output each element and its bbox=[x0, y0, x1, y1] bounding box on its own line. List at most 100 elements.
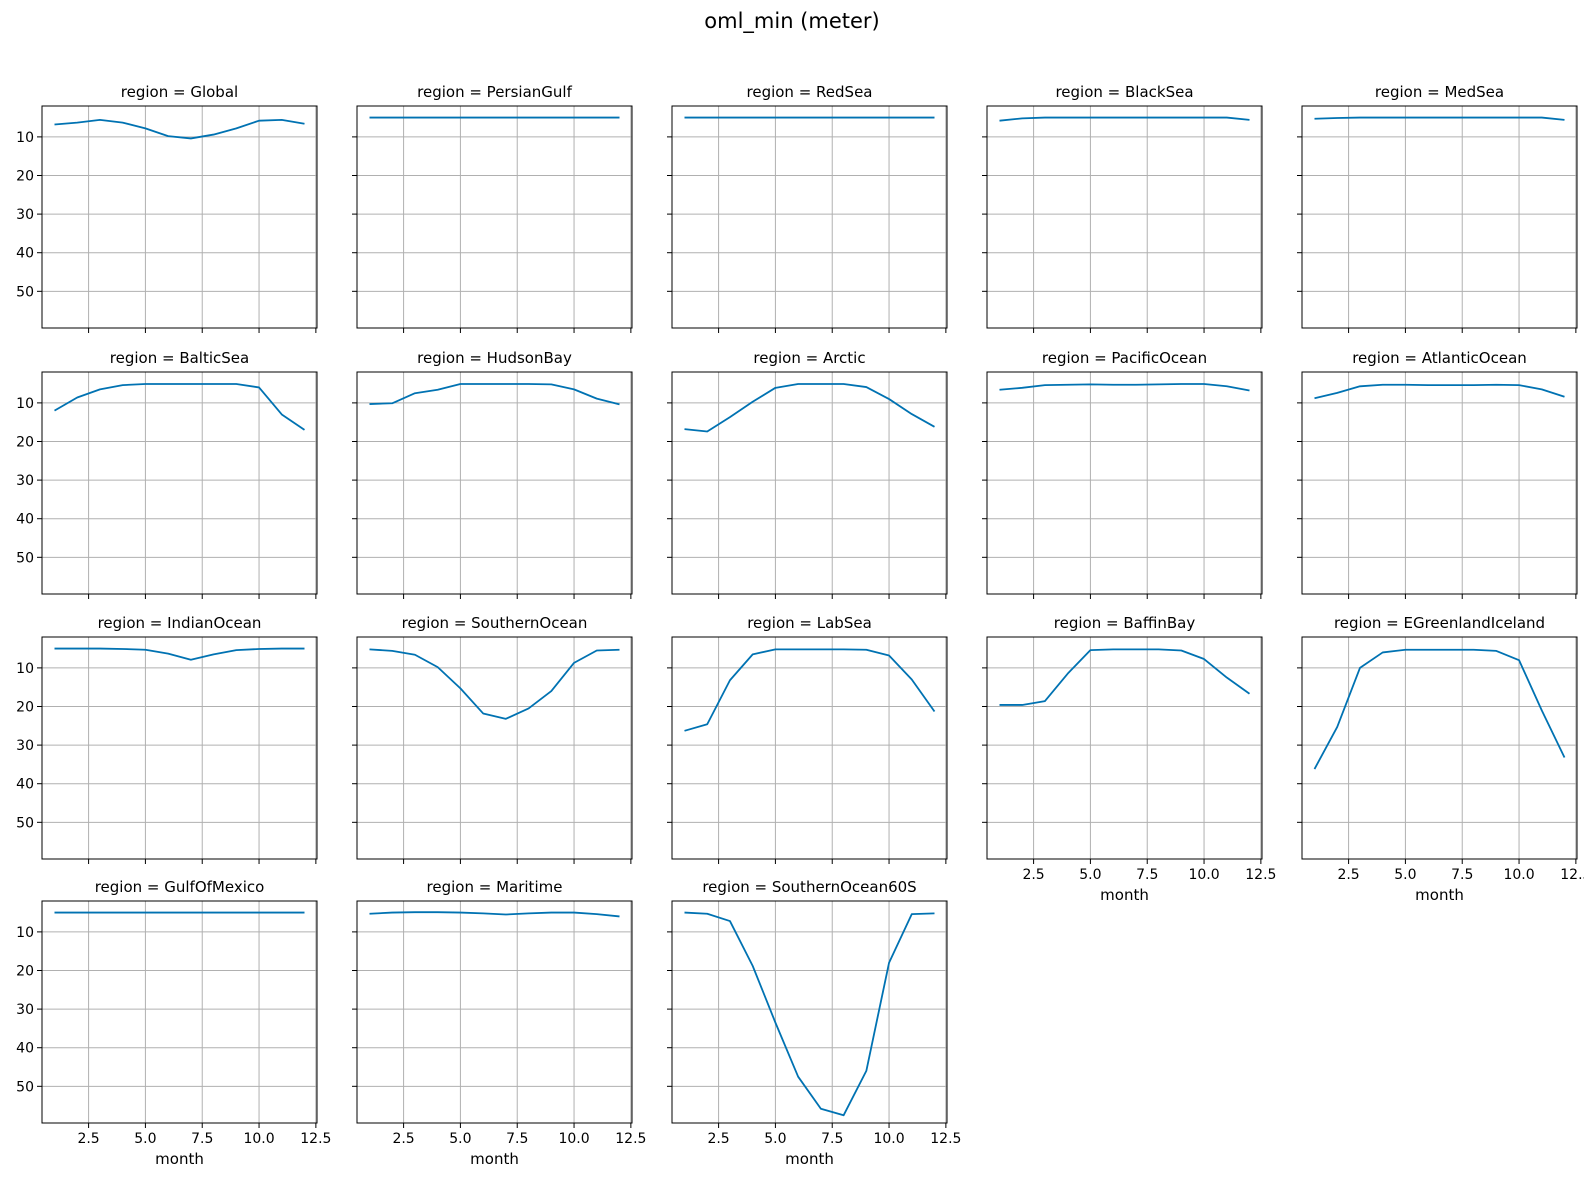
panel-red-sea: region = RedSea bbox=[667, 83, 948, 333]
gridlines bbox=[1302, 637, 1577, 859]
gridlines bbox=[357, 372, 632, 594]
panel-title: region = BalticSea bbox=[110, 349, 249, 367]
panel-lab-sea: region = LabSea bbox=[667, 614, 948, 864]
y-tick-label: 50 bbox=[16, 815, 34, 831]
x-tick-label: 12.5 bbox=[1560, 867, 1584, 883]
panel-gulf-of-mexico: region = GulfOfMexico 10 20 30 40 50 2.5 5.0 7.5… bbox=[16, 878, 331, 1168]
y-tick-label: 10 bbox=[16, 396, 34, 412]
series-line bbox=[684, 383, 935, 433]
x-tick-label: 2.5 bbox=[392, 1131, 414, 1147]
y-tick-label: 30 bbox=[16, 738, 34, 754]
panel-baffin-bay: region = BaffinBay 2.5 5.0 7.5 10.0 12.5 month bbox=[982, 614, 1276, 904]
x-axis-label: month bbox=[1100, 886, 1149, 904]
series-line bbox=[1314, 383, 1565, 400]
panel-title: region = BaffinBay bbox=[1054, 614, 1196, 632]
y-tick-label: 20 bbox=[16, 434, 34, 450]
series-line bbox=[684, 911, 935, 1117]
axes-frame bbox=[356, 105, 633, 329]
gridlines bbox=[42, 901, 317, 1123]
series-line bbox=[369, 648, 620, 720]
series-line bbox=[54, 119, 305, 140]
axes-frame bbox=[671, 900, 948, 1124]
panel-title: region = HudsonBay bbox=[417, 349, 572, 367]
figure-title: oml_min (meter) bbox=[704, 9, 879, 34]
panel-title: region = SouthernOcean60S bbox=[702, 878, 916, 896]
panel-arctic: region = Arctic bbox=[667, 349, 948, 599]
series-line bbox=[54, 383, 306, 431]
axes-frame bbox=[671, 636, 948, 860]
axes-frame bbox=[986, 636, 1263, 860]
panel-persian-gulf: region = PersianGulf bbox=[352, 83, 633, 333]
panel-grid: region = Global 10 20 30 40 50 region = Persia… bbox=[16, 83, 1584, 1168]
x-tick-label: 5.0 bbox=[134, 1131, 156, 1147]
panel-title: region = EGreenlandIceland bbox=[1334, 614, 1545, 632]
gridlines bbox=[987, 106, 1262, 328]
x-tick-label: 12.5 bbox=[930, 1131, 961, 1147]
panel-title: region = PacificOcean bbox=[1042, 349, 1207, 367]
gridlines bbox=[42, 106, 317, 328]
axes-frame bbox=[41, 636, 318, 860]
x-tick-label: 12.5 bbox=[300, 1131, 331, 1147]
axes-frame bbox=[356, 900, 633, 1124]
x-tick-label: 7.5 bbox=[821, 1131, 843, 1147]
y-tick-label: 40 bbox=[16, 1041, 34, 1057]
panel-southern-ocean: region = SouthernOcean bbox=[352, 614, 633, 864]
series-line bbox=[369, 383, 620, 406]
x-tick-label: 7.5 bbox=[1451, 867, 1473, 883]
x-tick-label: 2.5 bbox=[1337, 867, 1359, 883]
x-axis-label: month bbox=[470, 1150, 519, 1168]
panel-title: region = Global bbox=[121, 83, 238, 101]
x-tick-label: 2.5 bbox=[1022, 867, 1044, 883]
axes-frame bbox=[41, 900, 318, 1124]
x-tick-label: 12.5 bbox=[1245, 867, 1276, 883]
axes-frame bbox=[986, 371, 1263, 595]
x-tick-label: 5.0 bbox=[1079, 867, 1101, 883]
y-tick-label: 50 bbox=[16, 550, 34, 566]
panel-title: region = RedSea bbox=[747, 83, 873, 101]
gridlines bbox=[42, 372, 317, 594]
x-tick-label: 12.5 bbox=[615, 1131, 646, 1147]
y-tick-label: 50 bbox=[16, 284, 34, 300]
panel-maritime: region = Maritime 2.5 5.0 7.5 10.0 12.5 month bbox=[352, 878, 646, 1168]
panel-title: region = IndianOcean bbox=[98, 614, 262, 632]
panel-title: region = SouthernOcean bbox=[402, 614, 588, 632]
x-tick-label: 10.0 bbox=[1188, 867, 1219, 883]
gridlines bbox=[42, 637, 317, 859]
y-tick-label: 10 bbox=[16, 661, 34, 677]
y-tick-label: 30 bbox=[16, 473, 34, 489]
panel-title: region = MedSea bbox=[1375, 83, 1504, 101]
axes-frame bbox=[1301, 371, 1578, 595]
panel-title: region = GulfOfMexico bbox=[95, 878, 265, 896]
axes-frame bbox=[356, 371, 633, 595]
panel-title: region = PersianGulf bbox=[417, 83, 572, 101]
y-tick-label: 20 bbox=[16, 699, 34, 715]
gridlines bbox=[357, 106, 632, 328]
axes-frame bbox=[356, 636, 633, 860]
x-tick-label: 2.5 bbox=[707, 1131, 729, 1147]
y-tick-label: 50 bbox=[16, 1079, 34, 1095]
gridlines bbox=[672, 372, 947, 594]
axes-frame bbox=[41, 371, 318, 595]
gridlines bbox=[357, 637, 632, 859]
gridlines bbox=[987, 372, 1262, 594]
y-tick-label: 30 bbox=[16, 207, 34, 223]
x-tick-label: 10.0 bbox=[1503, 867, 1534, 883]
panel-baltic-sea: region = BalticSea 10 20 30 40 50 bbox=[16, 349, 318, 599]
x-tick-label: 10.0 bbox=[558, 1131, 589, 1147]
y-tick-label: 40 bbox=[16, 777, 34, 793]
y-tick-label: 30 bbox=[16, 1002, 34, 1018]
panel-southern-ocean60-s: region = SouthernOcean60S 2.5 5.0 7.5 10.0 12… bbox=[667, 878, 961, 1168]
panel-title: region = Arctic bbox=[753, 349, 865, 367]
x-tick-label: 7.5 bbox=[191, 1131, 213, 1147]
axes-frame bbox=[41, 105, 318, 329]
gridlines bbox=[1302, 106, 1577, 328]
axes-frame bbox=[1301, 636, 1578, 860]
panel-egreenland-iceland: region = EGreenlandIceland 2.5 5.0 7.5 10.0 1… bbox=[1297, 614, 1584, 904]
series-line bbox=[1313, 648, 1566, 770]
panel-title: region = LabSea bbox=[747, 614, 872, 632]
y-tick-label: 10 bbox=[16, 130, 34, 146]
series-line bbox=[999, 116, 1250, 122]
x-tick-label: 5.0 bbox=[764, 1131, 786, 1147]
x-tick-label: 7.5 bbox=[1136, 867, 1158, 883]
